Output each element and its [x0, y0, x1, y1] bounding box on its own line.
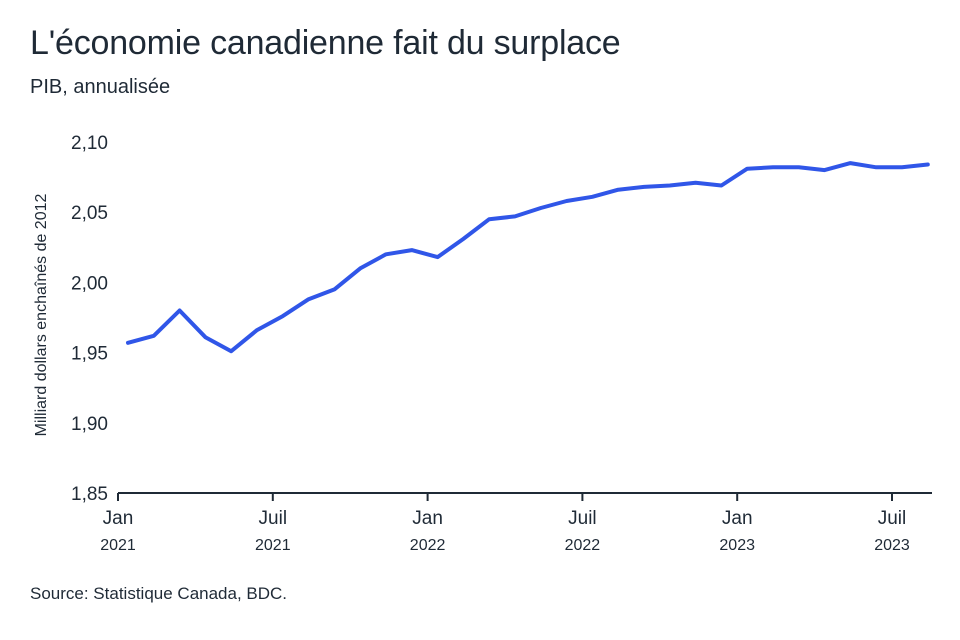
x-axis-ticks: Jan 2021 Juil 2021 Jan 2022 Juil 2022 Jan 2023 Jui… [100, 493, 910, 554]
x-tick-label-year: 2022 [565, 537, 601, 554]
x-tick-label-month: Juil [568, 508, 597, 529]
y-tick-label: 1,90 [71, 414, 108, 435]
source-note: Source: Statistique Canada, BDC. [30, 584, 288, 603]
gdp-series-line [126, 161, 930, 354]
x-tick-label-year: 2023 [719, 537, 755, 554]
x-tick-label-year: 2021 [100, 537, 136, 554]
x-tick-label-year: 2022 [410, 537, 446, 554]
chart-title: L'économie canadienne fait du surplace [30, 24, 621, 62]
chart-subtitle: PIB, annualisée [30, 76, 171, 98]
y-tick-label: 2,10 [71, 133, 108, 154]
x-tick-label-month: Jan [722, 508, 753, 529]
y-tick-label: 2,05 [71, 203, 108, 224]
y-tick-label: 1,95 [71, 344, 108, 365]
x-tick-label-month: Juil [878, 508, 907, 529]
y-tick-label: 1,85 [71, 484, 108, 505]
x-tick-label-month: Jan [412, 508, 443, 529]
x-tick-label-year: 2021 [255, 537, 291, 554]
x-tick-label-month: Juil [259, 508, 288, 529]
x-tick-label-year: 2023 [874, 537, 910, 554]
y-axis-label: Milliard dollars enchaînés de 2012 [33, 193, 50, 436]
y-axis-ticks: 1,85 1,90 1,95 2,00 2,05 2,10 [71, 133, 108, 505]
gdp-series-points [126, 161, 930, 353]
y-tick-label: 2,00 [71, 273, 108, 294]
x-tick-label-month: Jan [103, 508, 134, 529]
